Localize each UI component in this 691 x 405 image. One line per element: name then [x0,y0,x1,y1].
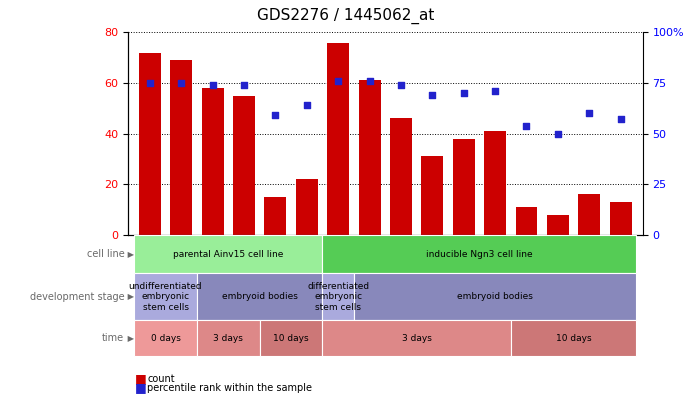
Text: 0 days: 0 days [151,334,180,343]
Point [364,78,375,84]
Bar [327,43,349,235]
Text: inducible Ngn3 cell line: inducible Ngn3 cell line [426,249,533,259]
Text: differentiated
embryonic
stem cells: differentiated embryonic stem cells [307,282,369,311]
Point [458,90,469,96]
Point [427,92,438,98]
Bar [578,194,600,235]
Text: embryoid bodies: embryoid bodies [222,292,298,301]
Bar [202,88,224,235]
Bar [233,96,255,235]
Text: parental Ainv15 cell line: parental Ainv15 cell line [173,249,283,259]
Point [238,82,249,88]
Text: cell line: cell line [86,249,124,259]
Bar [390,118,412,235]
Text: 10 days: 10 days [556,334,591,343]
Text: percentile rank within the sample: percentile rank within the sample [147,383,312,392]
Text: ■: ■ [135,381,146,394]
Point [270,112,281,119]
Text: 3 days: 3 days [401,334,432,343]
Bar [547,215,569,235]
Bar [484,131,506,235]
Text: GDS2276 / 1445062_at: GDS2276 / 1445062_at [257,8,434,24]
Point [332,78,343,84]
Bar [453,139,475,235]
Point [489,88,500,94]
Point [301,102,312,109]
Point [176,80,187,86]
Text: embryoid bodies: embryoid bodies [457,292,533,301]
Bar [359,81,381,235]
Text: development stage: development stage [30,292,124,302]
Bar [139,53,161,235]
Bar [515,207,538,235]
Bar [296,179,318,235]
Text: ■: ■ [135,372,146,385]
Text: ▶: ▶ [125,334,134,343]
Text: ▶: ▶ [125,292,134,301]
Point [521,122,532,129]
Point [615,116,626,123]
Bar [422,156,444,235]
Point [584,110,595,117]
Text: count: count [147,374,175,384]
Point [395,82,406,88]
Bar [265,197,286,235]
Bar [609,202,632,235]
Text: ▶: ▶ [125,249,134,259]
Text: 10 days: 10 days [273,334,309,343]
Text: undifferentiated
embryonic
stem cells: undifferentiated embryonic stem cells [129,282,202,311]
Point [207,82,218,88]
Text: 3 days: 3 days [214,334,243,343]
Bar [170,60,192,235]
Point [552,130,563,137]
Point [144,80,155,86]
Text: time: time [102,333,124,343]
